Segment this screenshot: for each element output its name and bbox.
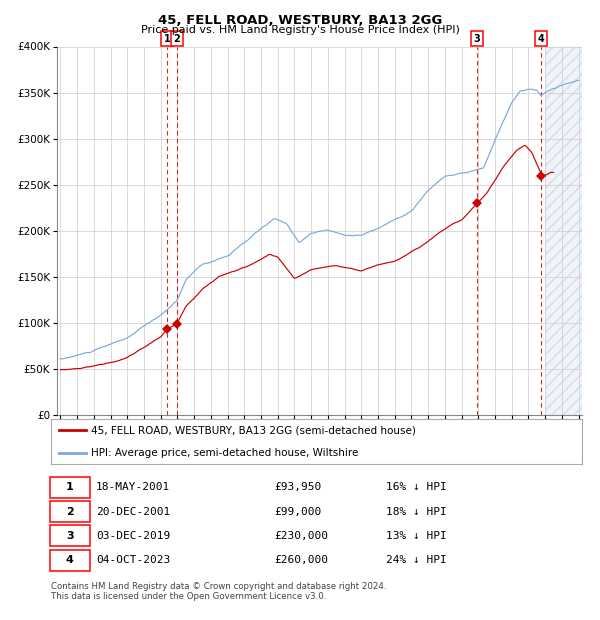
Text: 18% ↓ HPI: 18% ↓ HPI (386, 507, 446, 516)
Text: 45, FELL ROAD, WESTBURY, BA13 2GG (semi-detached house): 45, FELL ROAD, WESTBURY, BA13 2GG (semi-… (91, 425, 416, 435)
Text: 4: 4 (66, 555, 74, 565)
Text: £260,000: £260,000 (274, 555, 328, 565)
Text: 1: 1 (164, 33, 170, 44)
FancyBboxPatch shape (50, 525, 90, 546)
Text: 2: 2 (173, 33, 180, 44)
FancyBboxPatch shape (50, 501, 90, 522)
Text: 03-DEC-2019: 03-DEC-2019 (96, 531, 170, 541)
Text: 1: 1 (66, 482, 74, 492)
Text: £230,000: £230,000 (274, 531, 328, 541)
Bar (545, 46, 582, 415)
Text: 24% ↓ HPI: 24% ↓ HPI (386, 555, 446, 565)
Text: 16% ↓ HPI: 16% ↓ HPI (386, 482, 446, 492)
Text: 18-MAY-2001: 18-MAY-2001 (96, 482, 170, 492)
Text: 2: 2 (66, 507, 74, 516)
Text: HPI: Average price, semi-detached house, Wiltshire: HPI: Average price, semi-detached house,… (91, 448, 358, 458)
Text: £99,000: £99,000 (274, 507, 321, 516)
Text: 04-OCT-2023: 04-OCT-2023 (96, 555, 170, 565)
FancyBboxPatch shape (50, 477, 90, 498)
Text: 45, FELL ROAD, WESTBURY, BA13 2GG: 45, FELL ROAD, WESTBURY, BA13 2GG (158, 14, 442, 27)
Text: 3: 3 (473, 33, 481, 44)
Text: 13% ↓ HPI: 13% ↓ HPI (386, 531, 446, 541)
Text: 4: 4 (538, 33, 544, 44)
Text: Price paid vs. HM Land Registry's House Price Index (HPI): Price paid vs. HM Land Registry's House … (140, 25, 460, 35)
Text: 20-DEC-2001: 20-DEC-2001 (96, 507, 170, 516)
Bar (545, 46, 582, 415)
FancyBboxPatch shape (50, 550, 90, 570)
Text: 3: 3 (66, 531, 74, 541)
Text: £93,950: £93,950 (274, 482, 321, 492)
Text: Contains HM Land Registry data © Crown copyright and database right 2024.
This d: Contains HM Land Registry data © Crown c… (51, 582, 386, 601)
